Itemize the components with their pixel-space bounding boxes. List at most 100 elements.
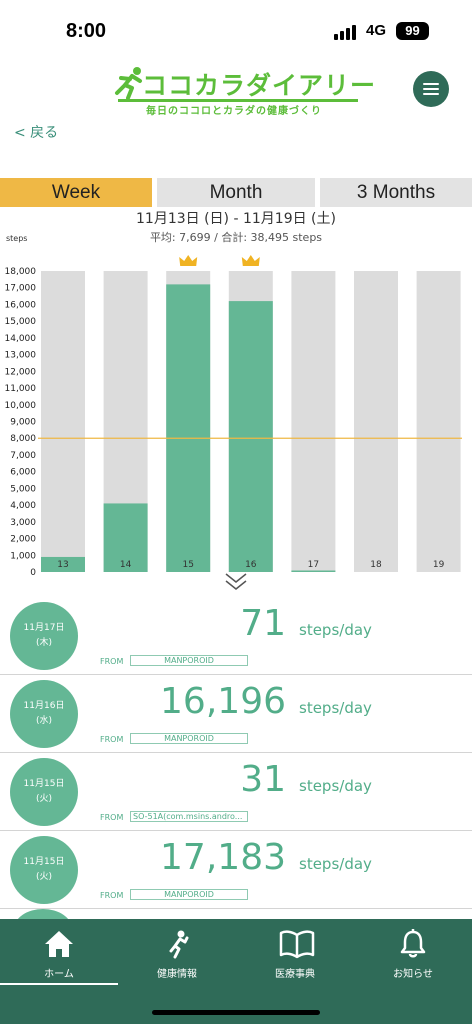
entry-date: 11月15日 xyxy=(23,779,65,789)
book-icon xyxy=(279,930,315,959)
entry-source: MANPOROID xyxy=(130,733,248,744)
status-time: 8:00 xyxy=(66,20,107,42)
y-tick-label: 8,000 xyxy=(10,434,36,444)
bar-background xyxy=(354,271,398,572)
entry-unit: steps/day xyxy=(299,621,372,639)
runner-icon xyxy=(115,67,142,100)
y-tick-label: 6,000 xyxy=(10,468,36,478)
hamburger-icon-line xyxy=(423,93,439,95)
tab-health-info-label: 健康情報 xyxy=(157,969,197,980)
daily-steps-list: 11月15日 (火) 17,183 steps/day FROM MANPOROID 11月… xyxy=(0,597,472,919)
entry-weekday: (火) xyxy=(35,872,53,882)
entry-date: 11月17日 xyxy=(23,623,65,633)
x-tick-label: 17 xyxy=(308,560,319,570)
y-tick-label: 16,000 xyxy=(5,300,37,310)
x-tick-label: 14 xyxy=(120,560,132,570)
y-tick-label: 1,000 xyxy=(10,551,36,561)
partial-date-circle xyxy=(14,909,72,919)
y-tick-label: 11,000 xyxy=(5,384,37,394)
home-indicator xyxy=(152,1010,320,1015)
app-logo[interactable]: ココカラダイアリー 毎日のココロとカラダの健康づくり xyxy=(112,66,375,117)
bar-background xyxy=(416,271,461,572)
bell-icon xyxy=(400,929,426,958)
entry-unit: steps/day xyxy=(299,699,372,717)
date-circle: 11月17日 (木) xyxy=(10,602,78,670)
y-tick-label: 9,000 xyxy=(10,418,36,428)
menu-button[interactable] xyxy=(413,71,449,107)
entry-weekday: (木) xyxy=(35,638,53,648)
tab-month[interactable]: Month xyxy=(157,178,315,207)
date-circle: 11月16日 (水) xyxy=(10,680,78,748)
bar-background xyxy=(41,271,85,572)
entry-source: SO-51A(com.msins.andro... xyxy=(130,811,248,822)
entry-from-label: FROM xyxy=(100,657,124,666)
tab-health-info[interactable]: 健康情報 xyxy=(118,925,236,983)
entry-unit: steps/day xyxy=(299,855,372,873)
y-tick-label: 13,000 xyxy=(5,351,37,361)
back-link[interactable]: < 戻る xyxy=(14,125,59,141)
entry-steps: 71 xyxy=(240,603,286,644)
bar-background xyxy=(291,271,336,572)
steps-chart: steps 0 1,000 2,000 3,000 4,000 5,000 6,000 7,0… xyxy=(5,234,462,590)
active-tab-indicator xyxy=(0,983,118,985)
y-tick-label: 2,000 xyxy=(10,535,36,545)
home-icon xyxy=(45,931,73,957)
x-tick-label: 13 xyxy=(57,560,68,570)
bar xyxy=(291,570,336,572)
list-item[interactable]: 11月17日 (木) 71 steps/day FROM MANPOROID xyxy=(0,597,472,675)
hamburger-icon-line xyxy=(423,88,439,90)
y-tick-label: 7,000 xyxy=(10,451,36,461)
battery-icon: 99 xyxy=(396,22,429,40)
list-item[interactable]: 11月15日 (火) 17,183 steps/day FROM MANPOROID xyxy=(0,831,472,909)
entry-weekday: (火) xyxy=(35,794,53,804)
y-tick-label: 5,000 xyxy=(10,484,36,494)
status-bar: 8:00 4G 99 xyxy=(0,0,472,64)
signal-icon xyxy=(334,24,360,40)
tab-home-label: ホーム xyxy=(44,969,74,980)
entry-source: MANPOROID xyxy=(130,889,248,900)
y-tick-label: 18,000 xyxy=(5,267,37,277)
stretch-icon xyxy=(169,930,189,959)
tab-medical-dictionary-label: 医療事典 xyxy=(275,969,315,980)
app-title: ココカラダイアリー xyxy=(142,71,377,100)
x-tick-label: 16 xyxy=(245,560,257,570)
list-item[interactable]: 11月16日 (水) 16,196 steps/day FROM MANPOROID xyxy=(0,675,472,753)
y-tick-label: 4,000 xyxy=(10,501,36,511)
date-circle: 11月15日 (火) xyxy=(10,836,78,904)
y-tick-label: 15,000 xyxy=(5,317,37,327)
crown-icon xyxy=(179,255,198,266)
bottom-tab-bar: ホーム 健康情報 医療事典 お知らせ xyxy=(0,919,472,1024)
x-tick-label: 18 xyxy=(370,560,382,570)
entry-date: 11月16日 xyxy=(23,701,65,711)
entry-date: 11月15日 xyxy=(23,857,65,867)
hamburger-icon xyxy=(423,83,439,85)
list-item[interactable]: 11月15日 (火) 31 steps/day FROM SO-51A(com.msins… xyxy=(0,753,472,831)
bar xyxy=(166,284,211,572)
y-tick-label: 0 xyxy=(30,568,36,578)
tab-week[interactable]: Week xyxy=(0,178,152,207)
entry-from-label: FROM xyxy=(100,735,124,744)
tab-medical-dictionary[interactable]: 医療事典 xyxy=(236,925,354,983)
crown-icon xyxy=(241,255,260,266)
entry-steps: 31 xyxy=(240,759,286,800)
entry-steps: 16,196 xyxy=(160,681,286,722)
steps-summary: 平均: 7,699 / 合計: 38,495 steps xyxy=(149,231,323,244)
date-range: 11月13日 (日) - 11月19日 (土) xyxy=(136,211,336,227)
tab-notifications[interactable]: お知らせ xyxy=(354,925,472,983)
tab-home[interactable]: ホーム xyxy=(0,925,118,983)
entry-steps: 17,183 xyxy=(160,837,286,878)
x-tick-label: 19 xyxy=(433,560,445,570)
entry-unit: steps/day xyxy=(299,777,372,795)
entry-source: MANPOROID xyxy=(130,655,248,666)
y-tick-label: 14,000 xyxy=(5,334,37,344)
logo-underline xyxy=(118,99,358,102)
tab-notifications-label: お知らせ xyxy=(393,969,433,980)
app-tagline: 毎日のココロとカラダの健康づくり xyxy=(146,106,322,117)
bar xyxy=(41,556,85,572)
entry-from-label: FROM xyxy=(100,813,124,822)
y-tick-label: 17,000 xyxy=(5,284,37,294)
tab-3-months[interactable]: 3 Months xyxy=(320,178,472,207)
y-tick-label: 3,000 xyxy=(10,518,36,528)
entry-from-label: FROM xyxy=(100,891,124,900)
date-circle: 11月15日 (火) xyxy=(10,758,78,826)
